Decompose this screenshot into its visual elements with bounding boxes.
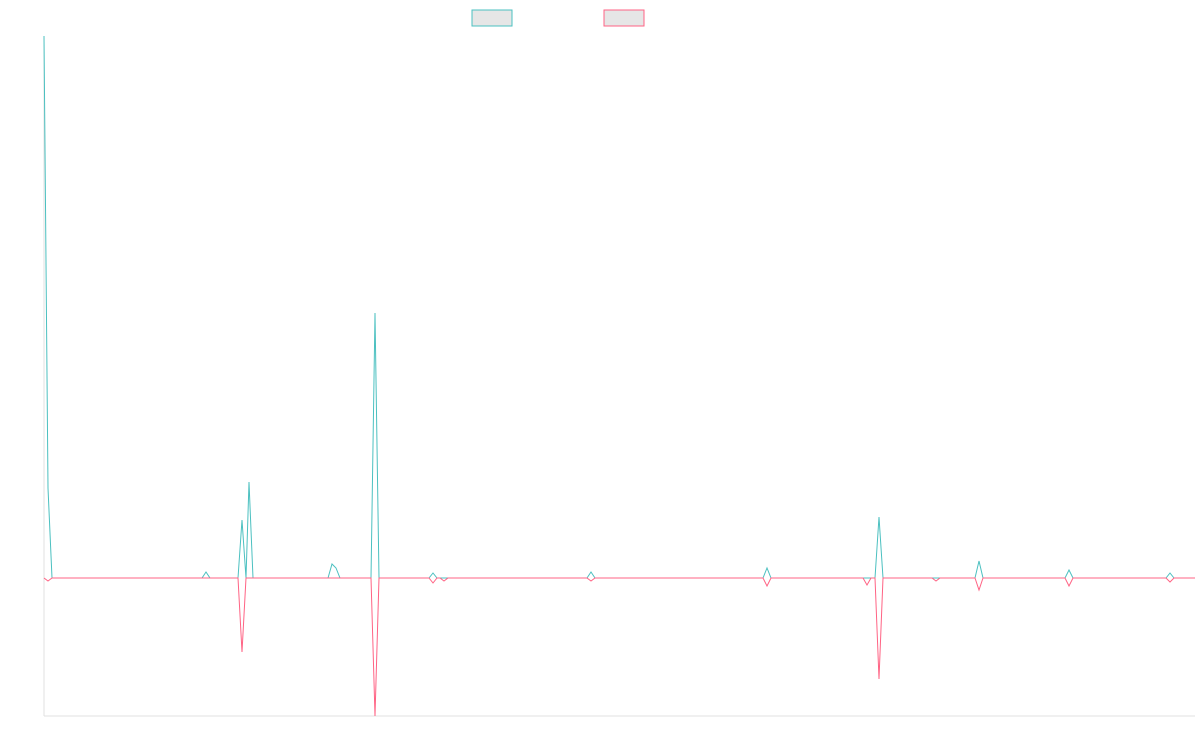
series-line [43,35,1195,579]
legend-box[interactable] [603,9,645,27]
series-line [43,577,1195,717]
legend-box[interactable] [471,9,513,27]
